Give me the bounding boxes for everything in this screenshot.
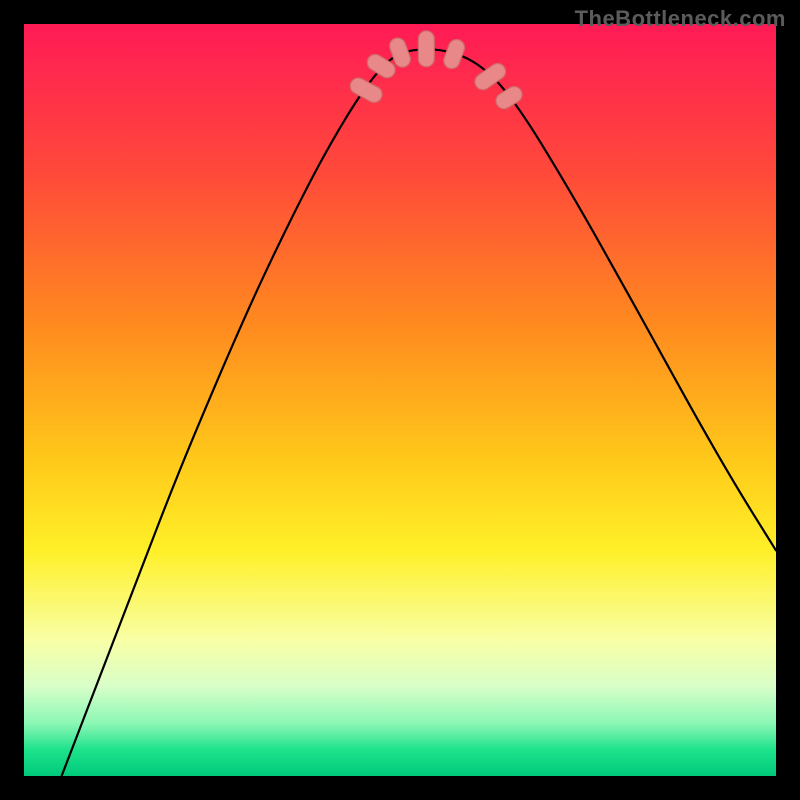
chart-background [24, 24, 776, 776]
attribution-text: TheBottleneck.com [575, 6, 786, 32]
bottleneck-chart [24, 24, 776, 776]
chart-frame: TheBottleneck.com [0, 0, 800, 800]
curve-marker [418, 31, 434, 67]
